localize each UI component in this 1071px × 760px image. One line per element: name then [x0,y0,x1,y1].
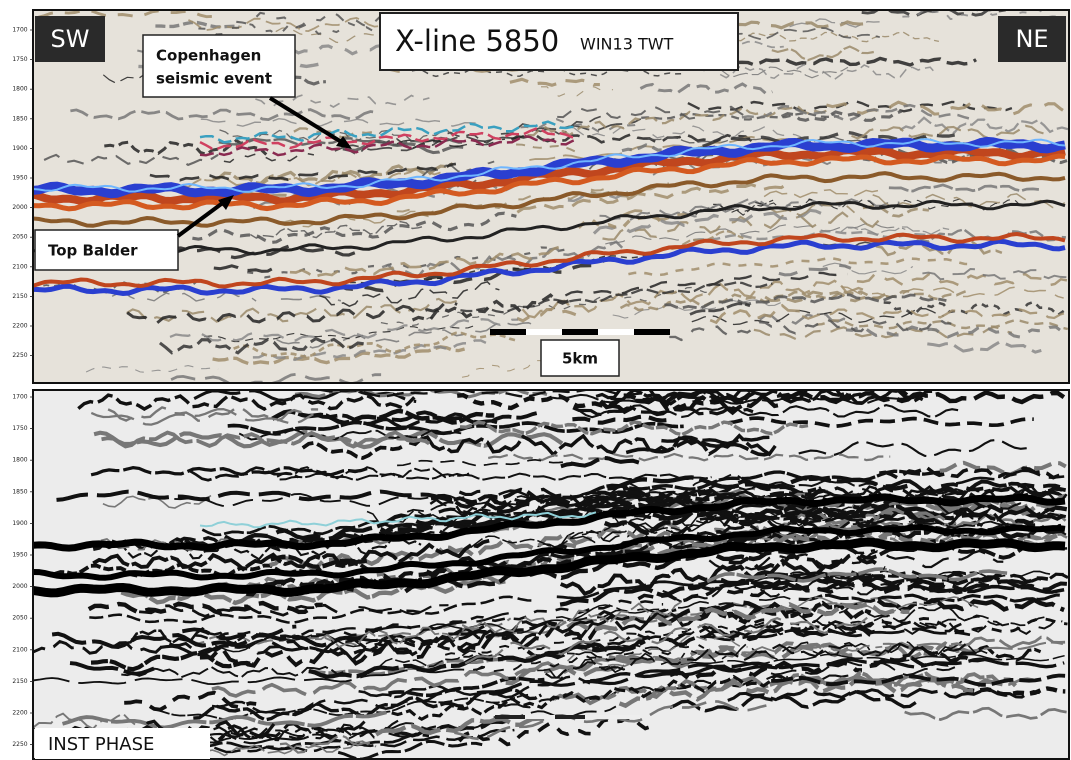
annotation: Copenhagen [156,47,261,65]
annotation: Top Balder [48,242,138,260]
figure: 1700 1750 1800 1850 1900 1950 2000 2050 2100 2150… [0,0,1071,760]
tick-label: 2200 [12,710,27,717]
scale-bar [495,715,640,719]
tick-label: 1950 [12,552,27,559]
tick-label: 1700 [12,394,27,401]
tick-label: 2000 [12,583,27,590]
tick-label: 2050 [12,234,27,241]
tick-label: 1900 [12,145,27,152]
tick-label: 1750 [12,425,27,432]
tick-label: 2050 [12,615,27,622]
tick-label: 1800 [12,86,27,93]
direction-label: SW [51,25,90,53]
tick-label: 2100 [12,646,27,653]
tick-label: 1900 [12,520,27,527]
tick-label: 2150 [12,678,27,685]
tick-label: 2150 [12,293,27,300]
tick-label: 2200 [12,323,27,330]
title-suffix: WIN13 TWT [580,35,674,54]
tick-label: 1950 [12,175,27,182]
tick-label: 2100 [12,263,27,270]
tick-label: 1850 [12,115,27,122]
panel-label: INST PHASE [48,734,154,755]
scale-bar [490,329,670,335]
bottom-seismic-section [20,384,1069,759]
tick-label: 1700 [12,27,27,34]
title: X-line 5850 [395,24,559,58]
tick-label: 1800 [12,457,27,464]
annotation: seismic event [156,70,272,88]
tick-label: 1850 [12,488,27,495]
annotation-box [143,35,295,97]
tick-label: 2000 [12,204,27,211]
tick-label: 2250 [12,741,27,748]
tick-label: 1750 [12,56,27,63]
tick-label: 2250 [12,352,27,359]
direction-label: NE [1015,25,1048,53]
scale-label: 5km [562,350,598,368]
